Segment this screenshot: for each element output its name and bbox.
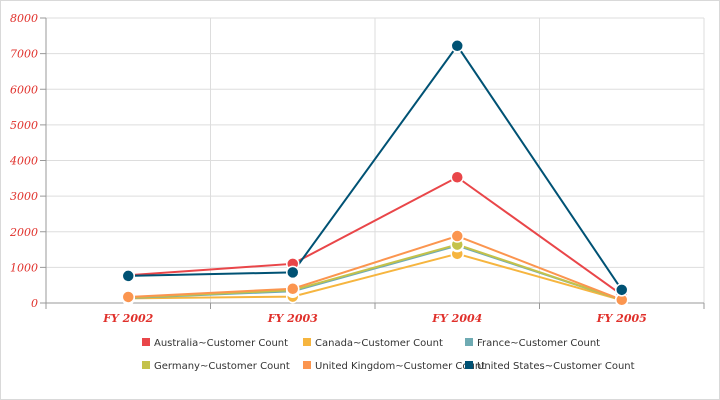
y-tick-label: 1000 <box>10 261 38 274</box>
legend-swatch <box>303 361 311 369</box>
series-line <box>128 252 623 302</box>
data-point <box>450 170 464 184</box>
legend: Australia~Customer Count Canada~Customer … <box>142 338 635 372</box>
x-tick-label: FY 2005 <box>596 312 647 325</box>
y-tick-label: 6000 <box>10 83 38 96</box>
y-tick-label: 0 <box>31 297 38 310</box>
y-tick-label: 4000 <box>9 155 38 168</box>
legend-swatch <box>142 338 150 346</box>
data-point <box>121 290 135 304</box>
data-point <box>286 282 300 296</box>
x-tick-label: FY 2003 <box>267 312 318 325</box>
series-line <box>128 234 623 301</box>
y-tick-label: 5000 <box>10 119 38 132</box>
x-axis-ticks: FY 2002 FY 2003 FY 2004 FY 2005 <box>102 312 647 325</box>
data-point <box>450 39 464 53</box>
x-tick-label: FY 2004 <box>431 312 482 325</box>
axes <box>40 17 705 309</box>
y-tick-label: 2000 <box>9 226 38 239</box>
legend-swatch <box>303 338 311 346</box>
series-points <box>121 39 629 307</box>
legend-item-label: United Kingdom~Customer Count <box>315 361 485 372</box>
y-axis-ticks: 0 1000 2000 3000 4000 5000 6000 7000 8000 <box>9 12 38 310</box>
series-line <box>128 176 623 296</box>
series-line <box>128 44 623 291</box>
legend-swatch <box>465 338 473 346</box>
legend-swatch <box>142 361 150 369</box>
x-tick-label: FY 2002 <box>102 312 153 325</box>
legend-item-label: United States~Customer Count <box>477 361 635 372</box>
legend-item-label: Australia~Customer Count <box>154 338 288 349</box>
series-line <box>128 243 623 301</box>
data-point <box>121 269 135 283</box>
legend-item-label: Germany~Customer Count <box>154 361 290 372</box>
data-point <box>286 265 300 280</box>
series-lines <box>128 44 623 302</box>
legend-swatch <box>465 361 473 369</box>
y-tick-label: 7000 <box>10 48 38 61</box>
y-tick-label: 3000 <box>10 190 38 203</box>
data-point <box>450 229 464 243</box>
y-tick-label: 8000 <box>10 12 38 25</box>
legend-item-label: France~Customer Count <box>477 338 600 349</box>
data-point <box>615 283 629 297</box>
legend-item-label: Canada~Customer Count <box>315 338 443 349</box>
